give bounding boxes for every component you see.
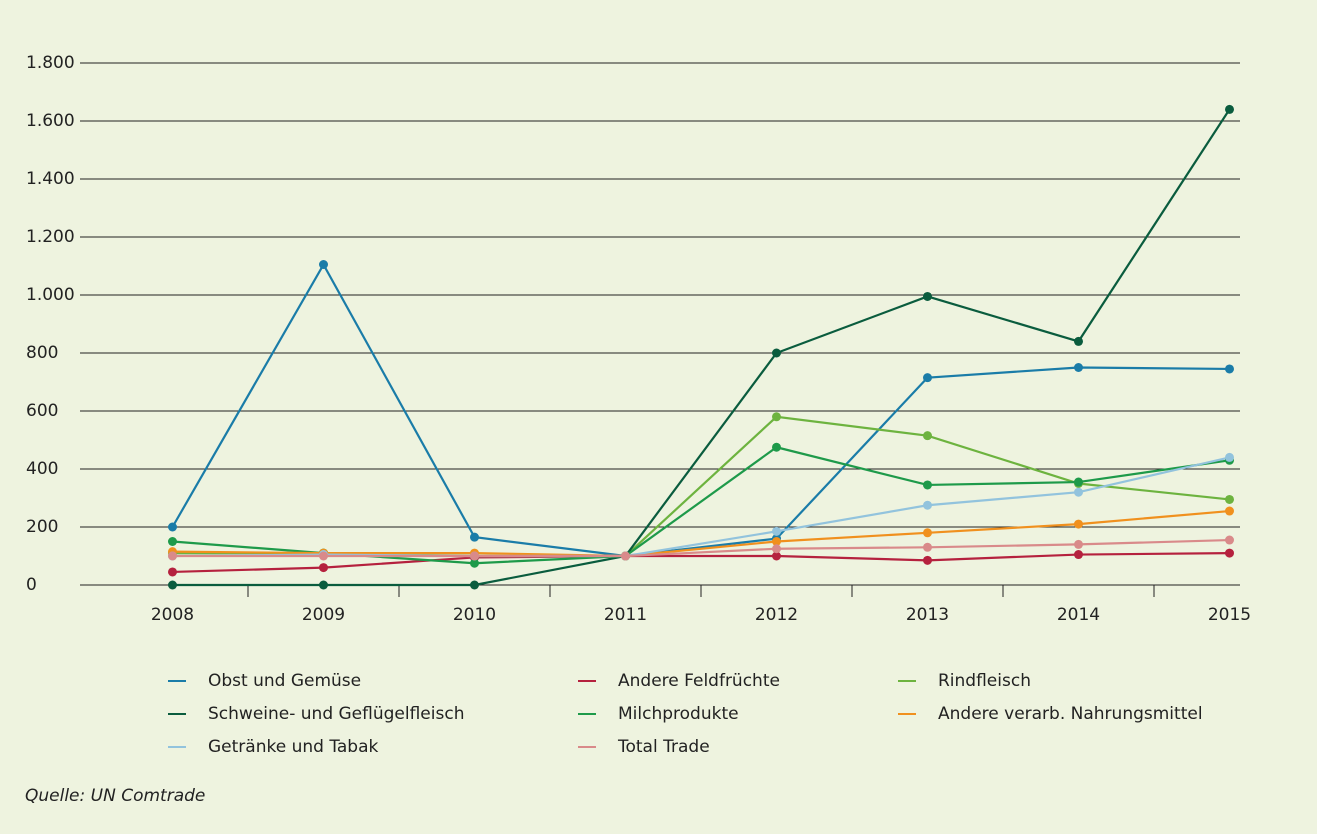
point bbox=[923, 480, 932, 490]
point bbox=[1225, 494, 1234, 504]
x-tick-label: 2013 bbox=[906, 605, 949, 625]
point bbox=[772, 537, 781, 546]
point bbox=[772, 526, 781, 536]
point bbox=[1074, 539, 1083, 549]
legend-label: Andere verarb. Nahrungsmittel bbox=[938, 704, 1203, 724]
point bbox=[923, 373, 932, 383]
point bbox=[923, 291, 932, 301]
point bbox=[319, 260, 328, 270]
point bbox=[1225, 452, 1234, 462]
y-tick-label: 0 bbox=[26, 575, 37, 595]
point bbox=[772, 442, 781, 452]
legend-label: Schweine- und Geflügelfleisch bbox=[208, 704, 464, 724]
point bbox=[1225, 506, 1234, 516]
series-line bbox=[172, 456, 1230, 558]
legend-label: Rindfleisch bbox=[938, 671, 1031, 691]
point bbox=[923, 500, 932, 510]
y-tick-label: 200 bbox=[26, 517, 58, 537]
point bbox=[923, 542, 932, 552]
series-line bbox=[171, 262, 1230, 558]
point bbox=[772, 412, 781, 422]
x-tick-label: 2010 bbox=[453, 605, 496, 625]
point bbox=[1074, 477, 1083, 487]
series-line bbox=[172, 108, 1231, 587]
point bbox=[1074, 487, 1083, 497]
point bbox=[772, 348, 781, 358]
legend-label: Andere Feldfrüchte bbox=[618, 671, 780, 691]
point bbox=[168, 551, 177, 561]
source-note: Quelle: UN Comtrade bbox=[25, 786, 205, 806]
point bbox=[923, 431, 932, 441]
point bbox=[319, 580, 328, 590]
point bbox=[470, 551, 479, 561]
y-tick-label: 1.000 bbox=[26, 285, 75, 305]
point bbox=[168, 522, 177, 532]
y-tick-label: 1.200 bbox=[26, 227, 75, 247]
point bbox=[621, 551, 630, 561]
point bbox=[470, 532, 479, 542]
series-line bbox=[172, 538, 1230, 558]
point bbox=[470, 558, 479, 568]
series-line bbox=[172, 552, 1230, 574]
x-tick-label: 2011 bbox=[604, 605, 647, 625]
point bbox=[1074, 363, 1083, 372]
y-tick-label: 400 bbox=[26, 459, 58, 479]
point bbox=[1074, 336, 1083, 346]
point bbox=[772, 544, 781, 554]
y-tick-label: 1.400 bbox=[26, 169, 75, 189]
point bbox=[923, 555, 932, 565]
x-tick-label: 2012 bbox=[755, 605, 798, 625]
series-line bbox=[172, 415, 1230, 558]
point bbox=[1074, 519, 1083, 529]
point bbox=[319, 563, 328, 573]
point bbox=[168, 580, 177, 590]
y-tick-label: 1.600 bbox=[26, 111, 75, 131]
point bbox=[168, 537, 177, 546]
point bbox=[1225, 535, 1234, 545]
x-tick-label: 2008 bbox=[151, 605, 194, 625]
point bbox=[470, 580, 479, 590]
x-tick-label: 2015 bbox=[1208, 605, 1251, 625]
y-tick-label: 600 bbox=[26, 401, 58, 421]
point bbox=[168, 567, 177, 577]
series-line bbox=[172, 509, 1230, 558]
legend-label: Total Trade bbox=[617, 737, 710, 757]
legend-label: Getränke und Tabak bbox=[208, 737, 379, 757]
x-tick-label: 2014 bbox=[1057, 605, 1100, 625]
point bbox=[1225, 104, 1234, 114]
x-tick-label: 2009 bbox=[302, 605, 345, 625]
point bbox=[923, 528, 932, 538]
point bbox=[1074, 550, 1083, 560]
point bbox=[319, 551, 328, 561]
y-tick-label: 800 bbox=[26, 343, 58, 363]
point bbox=[1225, 548, 1234, 558]
series-line bbox=[172, 446, 1230, 565]
point bbox=[772, 551, 781, 561]
legend-label: Milchprodukte bbox=[618, 704, 739, 724]
y-tick-label: 1.800 bbox=[26, 53, 75, 73]
point bbox=[1225, 364, 1234, 374]
legend-label: Obst und Gemüse bbox=[208, 671, 361, 691]
